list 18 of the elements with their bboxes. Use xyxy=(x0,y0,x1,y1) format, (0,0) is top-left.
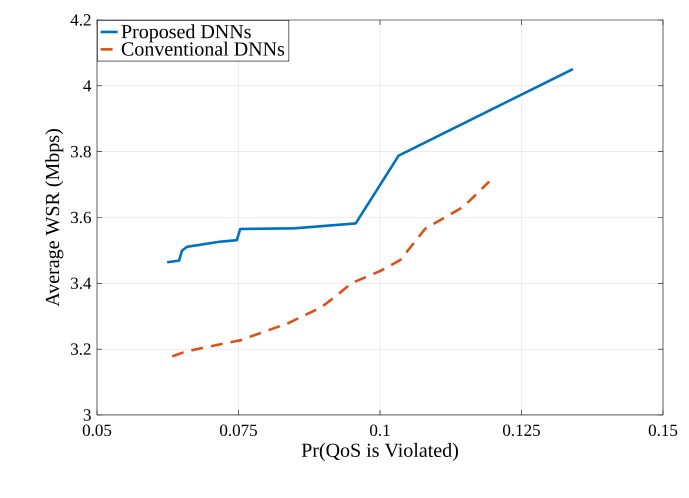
y-tick-label: 4.2 xyxy=(70,14,91,26)
x-tick-label: 0.125 xyxy=(503,424,540,436)
legend-label: Proposed DNNs xyxy=(122,24,251,42)
legend-label: Conventional DNNs xyxy=(122,42,284,56)
line-series xyxy=(170,180,491,358)
y-tick-label: 3.8 xyxy=(71,146,91,158)
x-tick-label: 0.15 xyxy=(648,424,678,436)
y-tick-label: 3 xyxy=(84,409,91,421)
y-tick-label: 3.2 xyxy=(71,343,91,355)
y-tick-label: 3.4 xyxy=(71,278,92,290)
x-tick-label: 0.05 xyxy=(82,424,112,436)
x-axis-title: Pr(QoS is Violated) xyxy=(302,442,458,462)
y-tick-label: 4 xyxy=(83,80,92,92)
y-tick-label: 3.6 xyxy=(71,212,91,224)
line-series xyxy=(166,68,574,264)
x-tick-label: 0.075 xyxy=(220,424,257,436)
y-axis-title: Average WSR (Mbps) xyxy=(45,129,64,307)
x-tick-label: 0.1 xyxy=(370,424,390,436)
